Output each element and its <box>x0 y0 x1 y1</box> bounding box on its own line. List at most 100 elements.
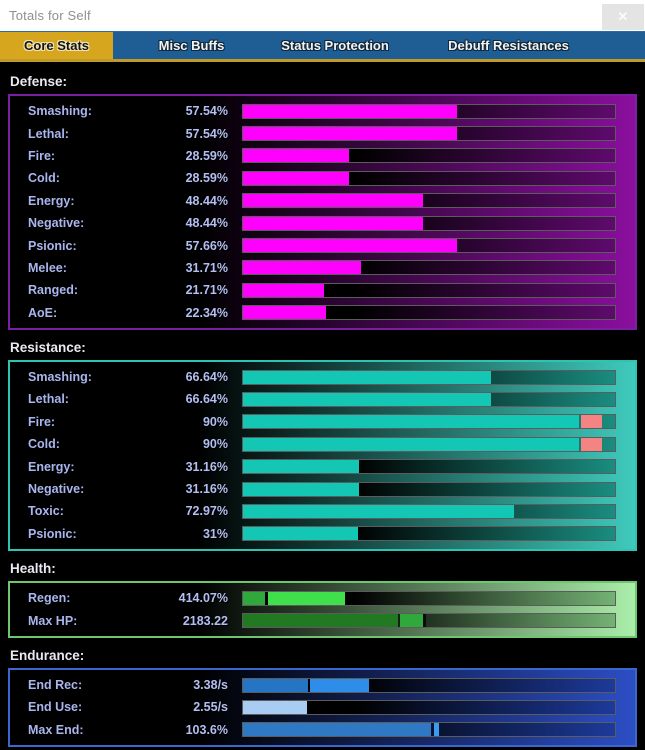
stat-bar <box>242 481 616 497</box>
stat-value: 414.07% <box>178 591 228 606</box>
close-button[interactable]: ✕ <box>602 4 644 30</box>
stat-bar <box>242 613 616 629</box>
stat-label: Energy: <box>28 193 75 208</box>
bar-fill-segment <box>243 283 324 297</box>
bar-fill-segment <box>423 614 427 628</box>
stat-label: Melee: <box>28 260 67 275</box>
stat-bar <box>242 699 616 715</box>
stat-label: Smashing: <box>28 104 92 119</box>
stat-row-resistance-psionic: Psionic: 31% <box>10 523 635 545</box>
bar-fill-segment <box>243 460 359 474</box>
bar-fill-segment <box>243 614 398 628</box>
stat-label: Smashing: <box>28 370 92 385</box>
stat-label: Max End: <box>28 722 84 737</box>
bar-fill-segment <box>243 261 361 275</box>
stat-bar <box>242 215 616 231</box>
bar-fill-segment <box>243 127 458 141</box>
bar-fill-segment <box>243 482 359 496</box>
bar-fill-segment <box>243 306 327 320</box>
bar-fill-segment <box>267 591 345 605</box>
stat-row-defense-ranged: Ranged: 21.71% <box>10 279 635 301</box>
section-endurance: Endurance: End Rec: 3.38/s End Use: 2.55/s Ma… <box>0 648 645 747</box>
stat-label: End Rec: <box>28 678 83 692</box>
stat-label: Negative: <box>28 216 85 231</box>
stat-bar <box>242 590 616 606</box>
stat-bar <box>242 414 616 430</box>
bar-fill-segment <box>243 678 308 692</box>
stat-bar <box>242 103 616 119</box>
stat-row-defense-melee: Melee: 31.71% <box>10 257 635 279</box>
tab-core-stats[interactable]: Core Stats <box>0 32 113 59</box>
bar-fill-segment <box>581 415 602 429</box>
stat-label: Lethal: <box>28 126 69 141</box>
stat-row-resistance-lethal: Lethal: 66.64% <box>10 388 635 410</box>
stat-label: Fire: <box>28 414 56 429</box>
bar-fill-segment <box>243 504 515 518</box>
bar-fill-segment <box>243 437 579 451</box>
section-header-endurance: Endurance: <box>10 647 85 663</box>
stat-label: End Use: <box>28 700 83 715</box>
stat-value: 90% <box>202 437 228 452</box>
title-bar: Totals for Self ✕ <box>0 0 645 31</box>
stat-value: 48.44% <box>185 216 228 231</box>
bar-fill-segment <box>433 723 439 737</box>
tab-misc-buffs[interactable]: Misc Buffs <box>158 38 225 53</box>
bar-fill-segment <box>243 370 491 384</box>
bar-fill-segment <box>399 614 424 628</box>
stat-bar <box>242 369 616 385</box>
stat-row-defense-psionic: Psionic: 57.66% <box>10 234 635 256</box>
stat-label: AoE: <box>28 305 58 320</box>
stat-value: 31.16% <box>185 482 228 497</box>
stat-row-health-regen: Regen: 414.07% <box>10 587 635 609</box>
bar-fill-segment <box>243 700 308 714</box>
stat-label: Psionic: <box>28 526 77 541</box>
stat-label: Toxic: <box>28 504 64 519</box>
tab-status-protection[interactable]: Status Protection <box>281 38 389 53</box>
section-header-resistance: Resistance: <box>10 339 86 355</box>
stat-row-defense-energy: Energy: 48.44% <box>10 190 635 212</box>
stat-row-resistance-energy: Energy: 31.16% <box>10 455 635 477</box>
stat-row-endurance-end-use: End Use: 2.55/s <box>10 696 635 718</box>
stat-row-defense-aoe: AoE: 22.34% <box>10 302 635 324</box>
stat-row-defense-negative: Negative: 48.44% <box>10 212 635 234</box>
stat-label: Negative: <box>28 482 85 497</box>
stat-bar <box>242 722 616 738</box>
stat-label: Cold: <box>28 437 60 452</box>
stat-label: Max HP: <box>28 613 78 628</box>
stat-value: 21.71% <box>185 283 228 298</box>
stat-value: 48.44% <box>185 193 228 208</box>
bar-fill-segment <box>243 527 359 541</box>
section-header-defense: Defense: <box>10 74 68 89</box>
stat-bar <box>242 436 616 452</box>
stats-box-health: Regen: 414.07% Max HP: 2183.22 <box>8 581 637 638</box>
stat-row-defense-fire: Fire: 28.59% <box>10 145 635 167</box>
stat-value: 28.59% <box>185 171 228 186</box>
stat-value: 57.54% <box>185 126 228 141</box>
stat-bar <box>242 503 616 519</box>
stat-bar <box>242 282 616 298</box>
stat-value: 57.54% <box>185 104 228 119</box>
stat-value: 103.6% <box>185 722 228 737</box>
stat-row-defense-lethal: Lethal: 57.54% <box>10 122 635 144</box>
stat-bar <box>242 677 616 693</box>
stat-value: 28.59% <box>185 148 228 163</box>
stats-box-resistance: Smashing: 66.64% Lethal: 66.64% Fire: 90% Cold… <box>8 359 637 552</box>
stat-row-resistance-negative: Negative: 31.16% <box>10 478 635 500</box>
stat-value: 2.55/s <box>193 700 228 715</box>
section-health: Health: Regen: 414.07% Max HP: 2183.22 <box>0 561 645 638</box>
tab-debuff-resistances[interactable]: Debuff Resistances <box>448 38 569 53</box>
bar-fill-segment <box>310 678 370 692</box>
content-area: Defense: Smashing: 57.54% Lethal: 57.54% Fire… <box>0 62 645 747</box>
stat-label: Psionic: <box>28 238 77 253</box>
stat-bar <box>242 193 616 209</box>
stat-label: Regen: <box>28 591 71 606</box>
stat-bar <box>242 526 616 542</box>
stat-row-resistance-fire: Fire: 90% <box>10 411 635 433</box>
stat-label: Fire: <box>28 148 56 163</box>
bar-fill-segment <box>243 723 431 737</box>
section-defense: Defense: Smashing: 57.54% Lethal: 57.54% Fire… <box>0 74 645 330</box>
stat-row-resistance-toxic: Toxic: 72.97% <box>10 500 635 522</box>
stat-bar <box>242 391 616 407</box>
stat-value: 31% <box>202 526 228 541</box>
bar-fill-segment <box>243 171 350 185</box>
